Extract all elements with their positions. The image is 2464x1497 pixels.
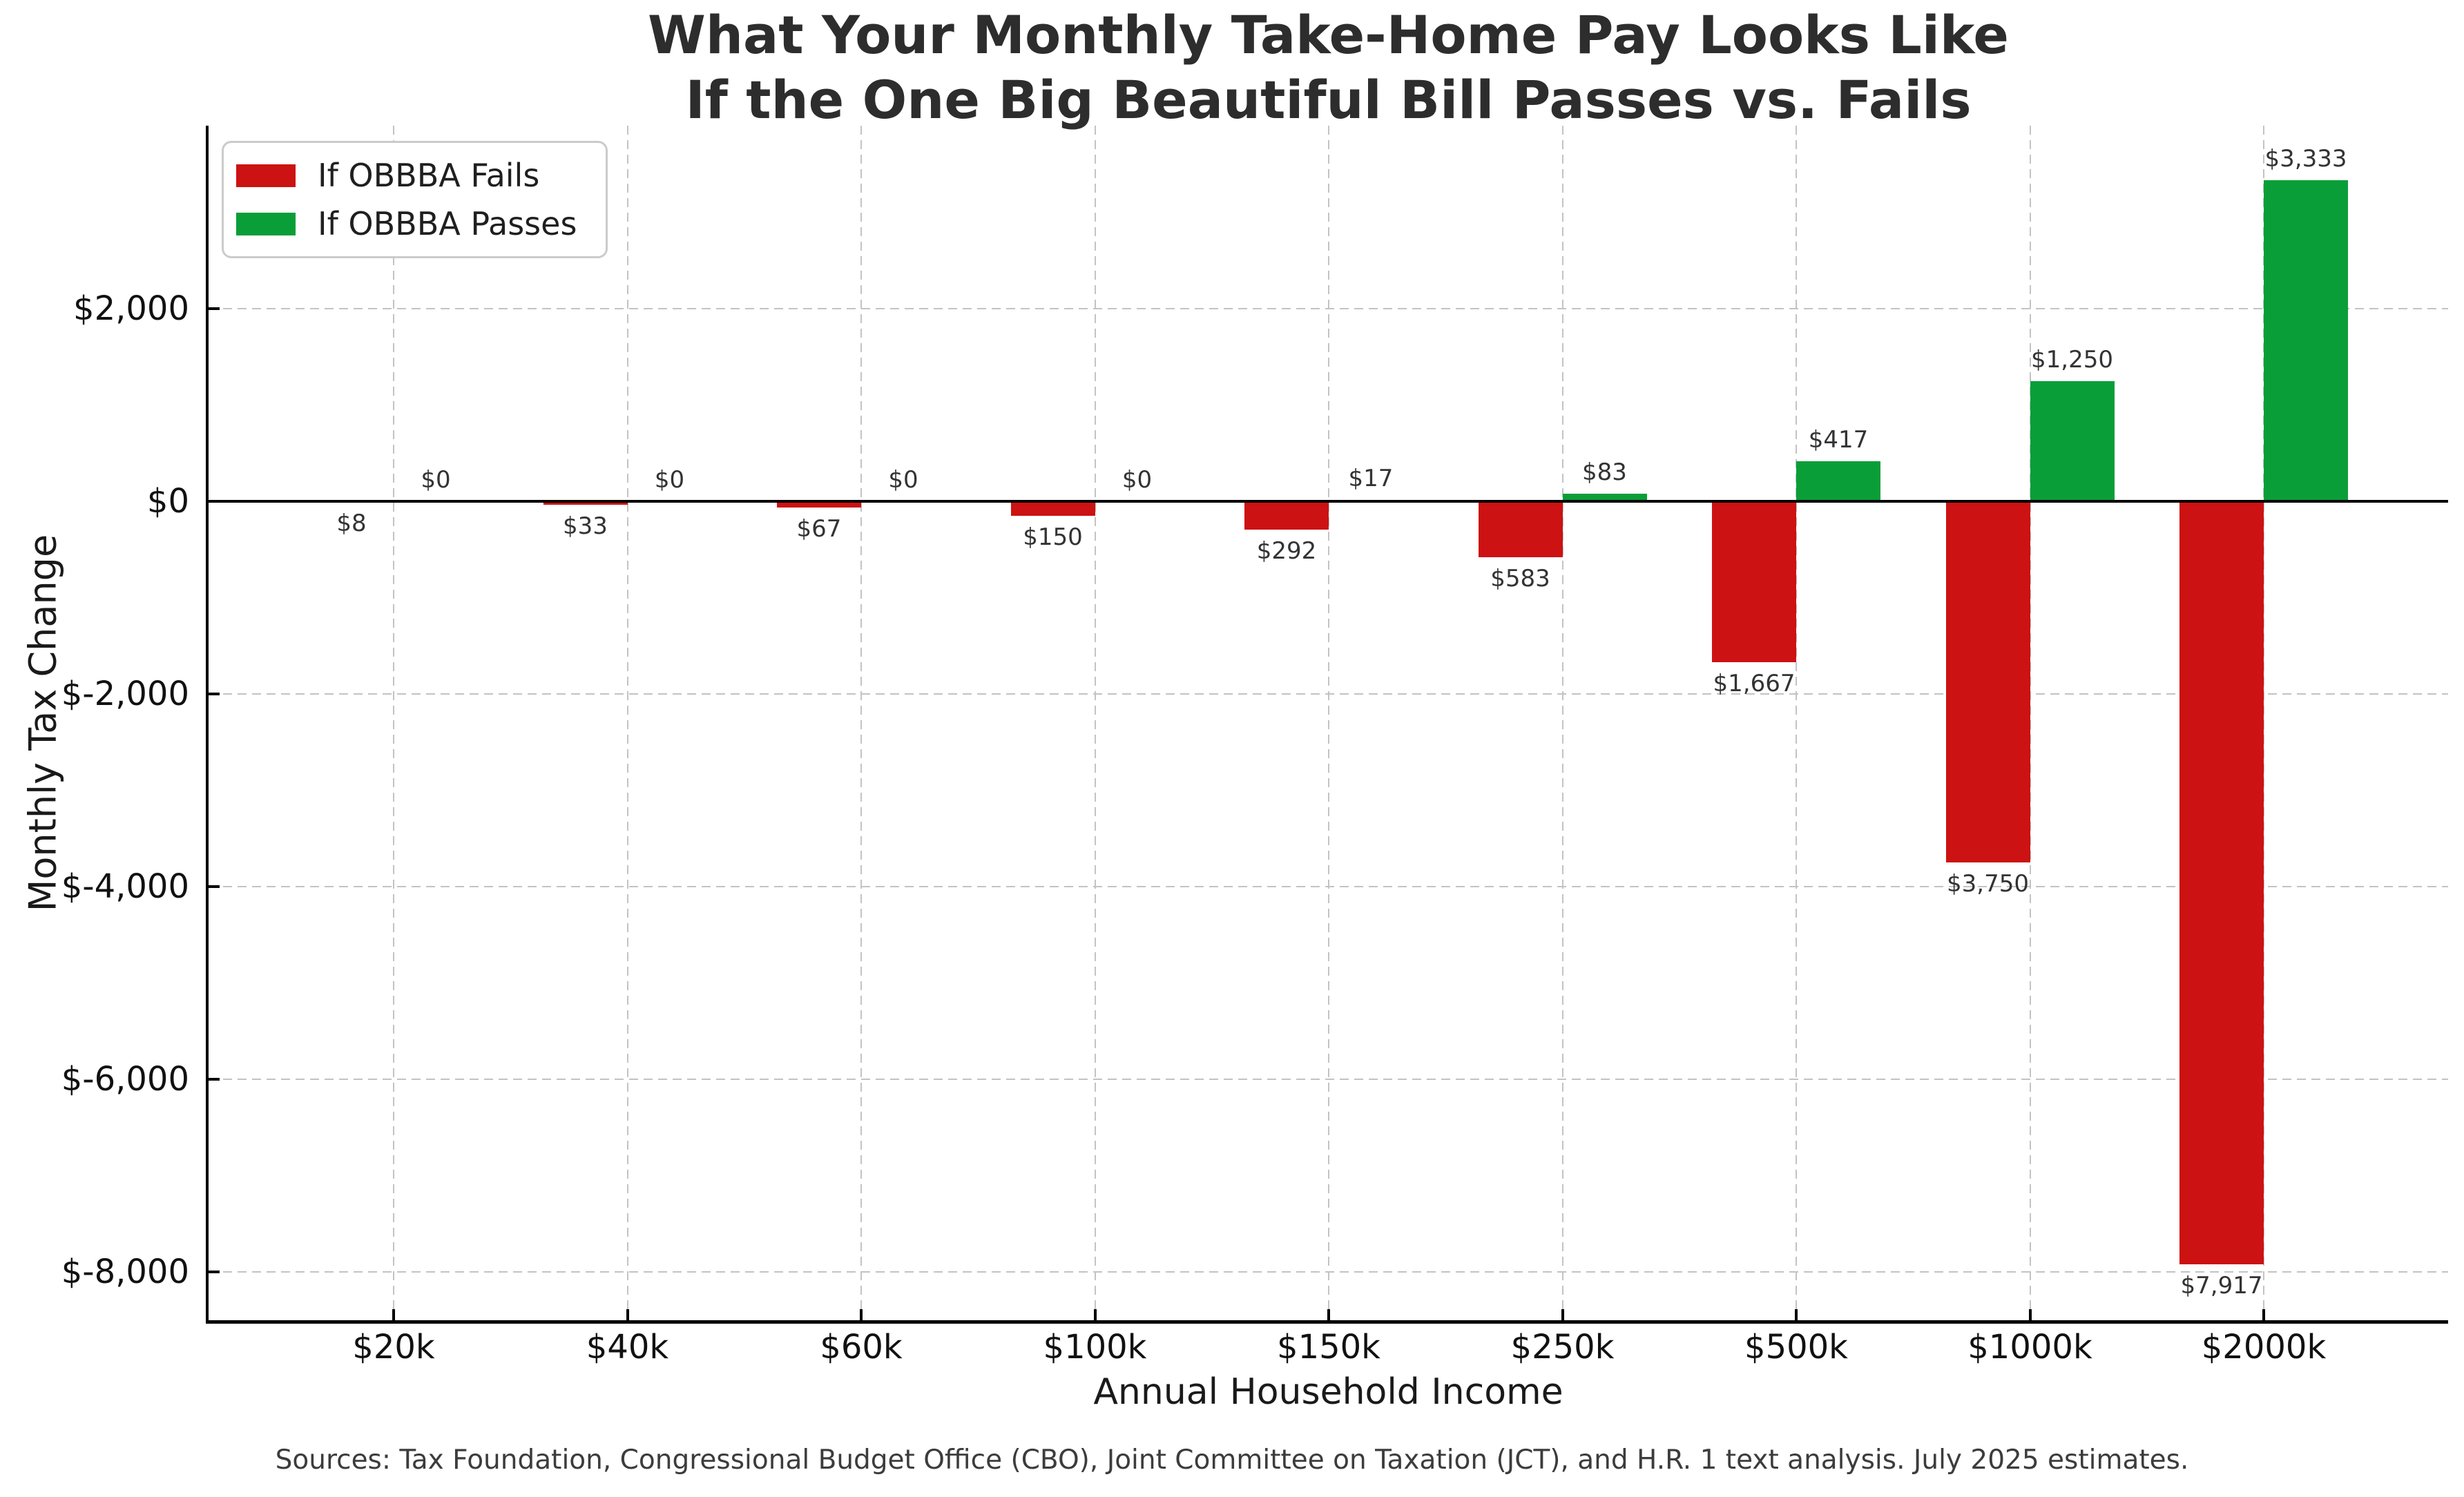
y-tick--2000: [209, 693, 220, 696]
bar-label-passes-500k: $417: [1808, 425, 1869, 454]
x-tick-label-60k: $60k: [820, 1328, 903, 1366]
bar-label-passes-150k: $17: [1348, 464, 1394, 492]
bar-label-passes-1000k: $1,250: [2031, 345, 2113, 374]
x-tick-40k: [626, 1309, 629, 1320]
x-tick-label-2000k: $2000k: [2201, 1328, 2327, 1366]
x-tick-20k: [392, 1309, 395, 1320]
x-tick-150k: [1327, 1309, 1330, 1320]
x-tick-label-250k: $250k: [1510, 1328, 1615, 1366]
bar-label-fails-250k: $583: [1490, 565, 1550, 593]
x-tick-label-40k: $40k: [586, 1328, 669, 1366]
v-gridline-2000k: [2263, 126, 2264, 1320]
v-gridline-1000k: [2029, 126, 2031, 1320]
chart-title-line1: What Your Monthly Take-Home Pay Looks Li…: [648, 4, 2009, 66]
bar-label-fails-20k: $8: [336, 510, 367, 538]
bar-fails-150k: [1244, 501, 1329, 530]
bar-fails-1000k: [1945, 501, 2030, 863]
fails-swatch: [236, 164, 296, 187]
source-note: Sources: Tax Foundation, Congressional B…: [275, 1445, 2189, 1476]
bar-label-fails-100k: $150: [1023, 523, 1083, 552]
v-gridline-20k: [393, 126, 394, 1320]
y-tick-label--8000: $-8,000: [61, 1253, 189, 1292]
v-gridline-40k: [626, 126, 628, 1320]
bar-fails-2000k: [2179, 501, 2264, 1264]
legend-label-fails: If OBBBA Fails: [318, 157, 540, 194]
y-tick-label--2000: $-2,000: [61, 675, 189, 714]
bar-fails-500k: [1712, 501, 1796, 662]
bar-label-fails-1000k: $3,750: [1947, 870, 2029, 898]
v-gridline-100k: [1094, 126, 1096, 1320]
y-tick--4000: [209, 885, 220, 889]
y-tick-0: [209, 500, 220, 503]
bar-passes-1000k: [2030, 380, 2115, 502]
bar-label-fails-40k: $33: [563, 512, 608, 540]
bar-passes-2000k: [2264, 180, 2348, 502]
x-tick-250k: [1561, 1309, 1564, 1320]
x-axis-label: Annual Household Income: [1093, 1371, 1563, 1413]
legend-label-passes: If OBBBA Passes: [318, 205, 577, 242]
bar-label-fails-2000k: $7,917: [2180, 1271, 2263, 1300]
y-tick-label--6000: $-6,000: [61, 1060, 189, 1099]
x-tick-label-20k: $20k: [352, 1328, 435, 1366]
chart-title: What Your Monthly Take-Home Pay Looks Li…: [209, 3, 2448, 133]
chart-title-line2: If the One Big Beautiful Bill Passes vs.…: [685, 69, 1972, 131]
x-tick-100k: [1093, 1309, 1097, 1320]
bar-label-passes-250k: $83: [1582, 458, 1627, 486]
x-tick-1000k: [2028, 1309, 2032, 1320]
bar-fails-60k: [777, 501, 861, 508]
left-axis-spine: [206, 126, 209, 1323]
x-tick-label-1000k: $1000k: [1967, 1328, 2092, 1366]
bar-label-fails-500k: $1,667: [1713, 669, 1796, 697]
bar-fails-40k: [543, 501, 628, 505]
y-tick-2000: [209, 307, 220, 311]
v-gridline-150k: [1328, 126, 1329, 1320]
y-tick--8000: [209, 1271, 220, 1274]
y-tick--6000: [209, 1078, 220, 1081]
x-tick-label-500k: $500k: [1744, 1328, 1848, 1366]
v-gridline-60k: [860, 126, 862, 1320]
passes-swatch: [236, 212, 296, 235]
bar-label-fails-60k: $67: [796, 515, 842, 543]
v-gridline-500k: [1796, 126, 1797, 1320]
v-gridline-250k: [1561, 126, 1563, 1320]
legend-item-passes: If OBBBA Passes: [236, 205, 577, 242]
bar-label-passes-40k: $0: [654, 466, 685, 494]
y-tick-label--4000: $-4,000: [61, 867, 189, 907]
bar-passes-500k: [1796, 461, 1880, 502]
bottom-axis-spine: [206, 1320, 2448, 1324]
bar-label-fails-150k: $292: [1256, 537, 1317, 565]
bar-passes-250k: [1562, 493, 1647, 502]
y-tick-label-2000: $2,000: [73, 289, 189, 329]
x-tick-60k: [860, 1309, 863, 1320]
bar-fails-250k: [1478, 501, 1563, 558]
x-tick-label-150k: $150k: [1277, 1328, 1380, 1366]
bar-label-passes-20k: $0: [421, 466, 451, 494]
bar-fails-100k: [1010, 501, 1095, 516]
x-tick-2000k: [2262, 1309, 2265, 1320]
x-tick-label-100k: $100k: [1043, 1328, 1147, 1366]
y-tick-label-0: $0: [146, 482, 189, 521]
zero-line: [209, 500, 2448, 503]
bar-label-passes-2000k: $3,333: [2264, 145, 2347, 173]
bar-label-passes-60k: $0: [888, 466, 918, 494]
legend-item-fails: If OBBBA Fails: [236, 157, 577, 194]
x-tick-500k: [1795, 1309, 1798, 1320]
bar-label-passes-100k: $0: [1122, 466, 1153, 494]
legend: If OBBBA Fails If OBBBA Passes: [222, 141, 608, 258]
